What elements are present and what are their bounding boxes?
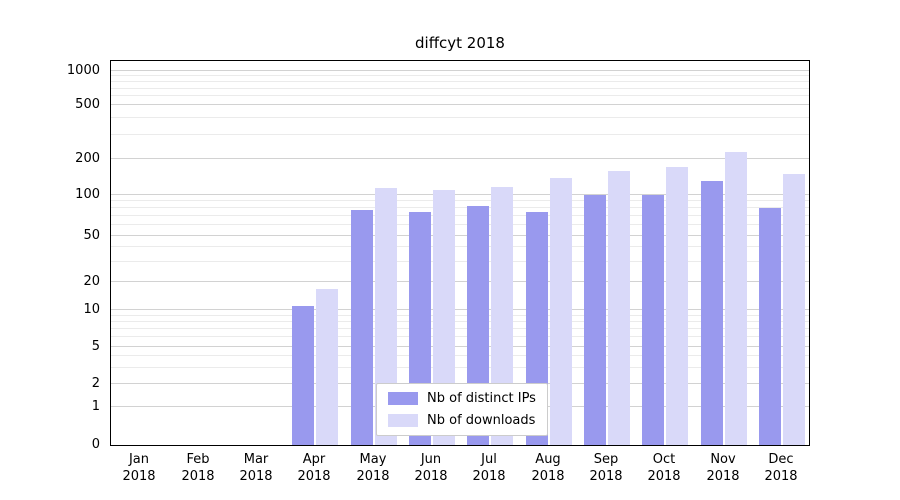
y-tick-label: 5 bbox=[91, 339, 100, 354]
x-tick-year: 2018 bbox=[297, 468, 331, 484]
y-tick-label: 500 bbox=[75, 97, 100, 112]
x-tick-label: Aug 2018 bbox=[519, 452, 577, 486]
x-tick-month: Nov bbox=[710, 452, 736, 467]
legend-label: Nb of downloads bbox=[427, 413, 536, 428]
x-tick-label: Dec 2018 bbox=[752, 452, 810, 486]
x-tick-month: Apr bbox=[302, 452, 326, 467]
legend-swatch bbox=[388, 414, 418, 427]
y-tick-label: 50 bbox=[83, 228, 100, 243]
gridline bbox=[111, 260, 809, 262]
x-tick-year: 2018 bbox=[181, 468, 215, 484]
gridline bbox=[111, 366, 809, 368]
gridline bbox=[111, 346, 809, 347]
legend: Nb of distinct IPs Nb of downloads bbox=[376, 383, 548, 436]
bar-downloads bbox=[433, 190, 455, 445]
bar-downloads bbox=[666, 167, 688, 445]
x-tick-month: Sep bbox=[593, 452, 619, 467]
x-tick-year: 2018 bbox=[706, 468, 740, 484]
gridline bbox=[111, 104, 809, 105]
bar-downloads bbox=[725, 152, 747, 445]
bar-downloads bbox=[375, 188, 397, 445]
bar-distinct-ips bbox=[642, 195, 664, 445]
gridline bbox=[111, 320, 809, 322]
gridline bbox=[111, 215, 809, 217]
y-tick-label: 1000 bbox=[66, 63, 100, 78]
gridline bbox=[111, 309, 809, 310]
gridline bbox=[111, 224, 809, 226]
bar-distinct-ips bbox=[351, 210, 373, 445]
gridline bbox=[111, 281, 809, 282]
y-tick-label: 200 bbox=[75, 151, 100, 166]
gridline bbox=[111, 194, 809, 195]
x-tick-month: Oct bbox=[652, 452, 676, 467]
gridline bbox=[111, 207, 809, 209]
x-tick-label: May 2018 bbox=[344, 452, 402, 486]
x-tick-label: Nov 2018 bbox=[694, 452, 752, 486]
x-tick-year: 2018 bbox=[472, 468, 506, 484]
gridline bbox=[111, 87, 809, 89]
gridline bbox=[111, 235, 809, 236]
x-tick-month: Jun bbox=[420, 452, 442, 467]
x-tick-label: Jun 2018 bbox=[402, 452, 460, 486]
gridline bbox=[111, 336, 809, 338]
bar-downloads bbox=[550, 178, 572, 445]
gridline bbox=[111, 117, 809, 119]
bar-distinct-ips bbox=[292, 306, 314, 445]
gridline bbox=[111, 75, 809, 77]
gridline bbox=[111, 70, 809, 71]
y-tick-label: 100 bbox=[75, 187, 100, 202]
y-tick-label: 1 bbox=[91, 399, 100, 414]
x-tick-year: 2018 bbox=[239, 468, 273, 484]
bar-downloads bbox=[783, 174, 805, 445]
x-tick-month: Feb bbox=[186, 452, 210, 467]
legend-swatch bbox=[388, 392, 418, 405]
x-tick-year: 2018 bbox=[122, 468, 156, 484]
legend-item: Nb of downloads bbox=[388, 413, 536, 428]
gridline bbox=[111, 328, 809, 330]
x-tick-month: Dec bbox=[768, 452, 794, 467]
x-tick-year: 2018 bbox=[531, 468, 565, 484]
x-tick-month: Jan bbox=[128, 452, 150, 467]
x-tick-label: Jul 2018 bbox=[460, 452, 518, 486]
legend-item: Nb of distinct IPs bbox=[388, 391, 536, 406]
x-tick-year: 2018 bbox=[647, 468, 681, 484]
gridline bbox=[111, 134, 809, 136]
x-tick-month: Mar bbox=[243, 452, 269, 467]
bar-downloads bbox=[608, 171, 630, 445]
gridline bbox=[111, 158, 809, 159]
x-tick-label: Apr 2018 bbox=[285, 452, 343, 486]
gridline bbox=[111, 80, 809, 82]
gridline bbox=[111, 314, 809, 316]
x-tick-label: Sep 2018 bbox=[577, 452, 635, 486]
bar-downloads bbox=[316, 289, 338, 445]
bar-downloads bbox=[491, 187, 513, 445]
x-tick-label: Feb 2018 bbox=[169, 452, 227, 486]
gridline bbox=[111, 355, 809, 357]
legend-label: Nb of distinct IPs bbox=[427, 391, 536, 406]
chart-title: diffcyt 2018 bbox=[415, 34, 505, 52]
x-tick-year: 2018 bbox=[414, 468, 448, 484]
x-tick-label: Mar 2018 bbox=[227, 452, 285, 486]
gridline bbox=[111, 95, 809, 97]
gridline bbox=[111, 246, 809, 248]
bar-distinct-ips bbox=[701, 181, 723, 445]
x-tick-month: May bbox=[359, 452, 387, 467]
y-tick-label: 0 bbox=[91, 437, 100, 452]
x-tick-year: 2018 bbox=[356, 468, 390, 484]
gridline bbox=[111, 200, 809, 202]
bar-distinct-ips bbox=[584, 195, 606, 445]
x-tick-month: Jul bbox=[481, 452, 497, 467]
x-tick-year: 2018 bbox=[589, 468, 623, 484]
x-tick-label: Oct 2018 bbox=[635, 452, 693, 486]
x-tick-label: Jan 2018 bbox=[110, 452, 168, 486]
plot-area: Nb of distinct IPs Nb of downloads bbox=[110, 60, 810, 446]
x-tick-month: Aug bbox=[535, 452, 561, 467]
y-tick-label: 2 bbox=[91, 376, 100, 391]
x-tick-year: 2018 bbox=[764, 468, 798, 484]
bar-distinct-ips bbox=[759, 208, 781, 445]
y-tick-label: 20 bbox=[83, 274, 100, 289]
y-tick-label: 10 bbox=[83, 302, 100, 317]
